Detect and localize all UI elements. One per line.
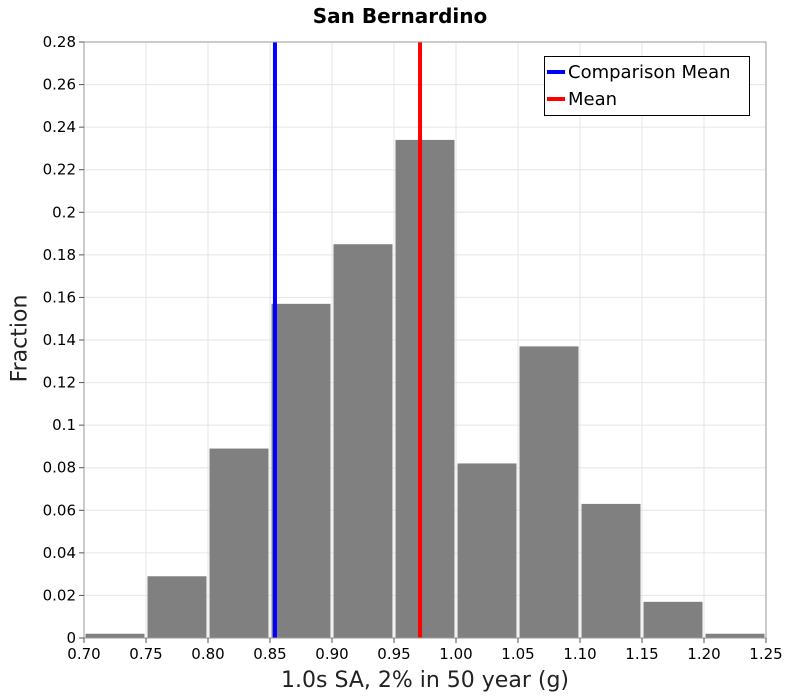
y-tick-label: 0.08 (43, 459, 76, 477)
y-tick-label: 0.28 (43, 33, 76, 51)
y-tick-label: 0.02 (43, 586, 76, 604)
y-axis-label: Fraction (7, 294, 33, 383)
x-tick-label: 0.90 (315, 645, 348, 663)
y-tick-label: 0.2 (52, 203, 76, 221)
y-axis-ticks: 0 0.02 0.04 0.06 0.08 0.1 0.12 0.14 0.16 0.18 0.2 0… (43, 33, 84, 647)
x-axis-label: 1.0s SA, 2% in 50 year (g) (281, 668, 569, 693)
x-tick-label: 1.15 (625, 645, 658, 663)
y-tick-label: 0.26 (43, 76, 76, 94)
y-tick-label: 0 (66, 629, 76, 647)
x-tick-label: 1.05 (501, 645, 534, 663)
y-tick-label: 0.04 (43, 544, 76, 562)
y-tick-label: 0.24 (43, 118, 76, 136)
histogram-bars (85, 139, 765, 638)
legend-item-comparison-mean: Comparison Mean (547, 61, 731, 83)
y-tick-label: 0.22 (43, 161, 76, 179)
histogram-bar (147, 576, 207, 638)
legend-label-comparison-mean: Comparison Mean (568, 61, 731, 83)
histogram-bar (581, 503, 641, 638)
legend-swatch-comparison-mean (547, 70, 565, 74)
histogram-bar (395, 139, 455, 638)
x-tick-label: 0.75 (129, 645, 162, 663)
histogram-bar (705, 633, 765, 638)
legend: Comparison Mean Mean (544, 56, 750, 116)
histogram-bar (519, 346, 579, 638)
histogram-bar (643, 601, 703, 638)
histogram-bar (271, 303, 331, 638)
x-tick-label: 1.25 (749, 645, 782, 663)
y-tick-label: 0.1 (52, 416, 76, 434)
x-axis-ticks: 0.70 0.75 0.80 0.85 0.90 0.95 1.00 1.05 1.10 1.15… (67, 638, 783, 663)
y-tick-label: 0.18 (43, 246, 76, 264)
x-tick-label: 0.70 (67, 645, 100, 663)
histogram-bar (333, 244, 393, 638)
x-tick-label: 1.00 (439, 645, 472, 663)
x-tick-label: 0.85 (253, 645, 286, 663)
x-tick-label: 0.80 (191, 645, 224, 663)
x-tick-label: 1.10 (563, 645, 596, 663)
y-tick-label: 0.12 (43, 374, 76, 392)
reference-lines (272, 42, 423, 638)
y-tick-label: 0.14 (43, 331, 76, 349)
x-tick-label: 1.20 (687, 645, 720, 663)
chart-title: San Bernardino (312, 4, 488, 28)
legend-item-mean: Mean (547, 88, 617, 110)
legend-swatch-mean (547, 97, 565, 101)
y-tick-label: 0.16 (43, 288, 76, 306)
histogram-bar (85, 633, 145, 638)
histogram-bar (209, 448, 269, 638)
legend-label-mean: Mean (568, 88, 618, 110)
y-tick-label: 0.06 (43, 501, 76, 519)
x-tick-label: 0.95 (377, 645, 410, 663)
histogram-bar (457, 463, 517, 638)
